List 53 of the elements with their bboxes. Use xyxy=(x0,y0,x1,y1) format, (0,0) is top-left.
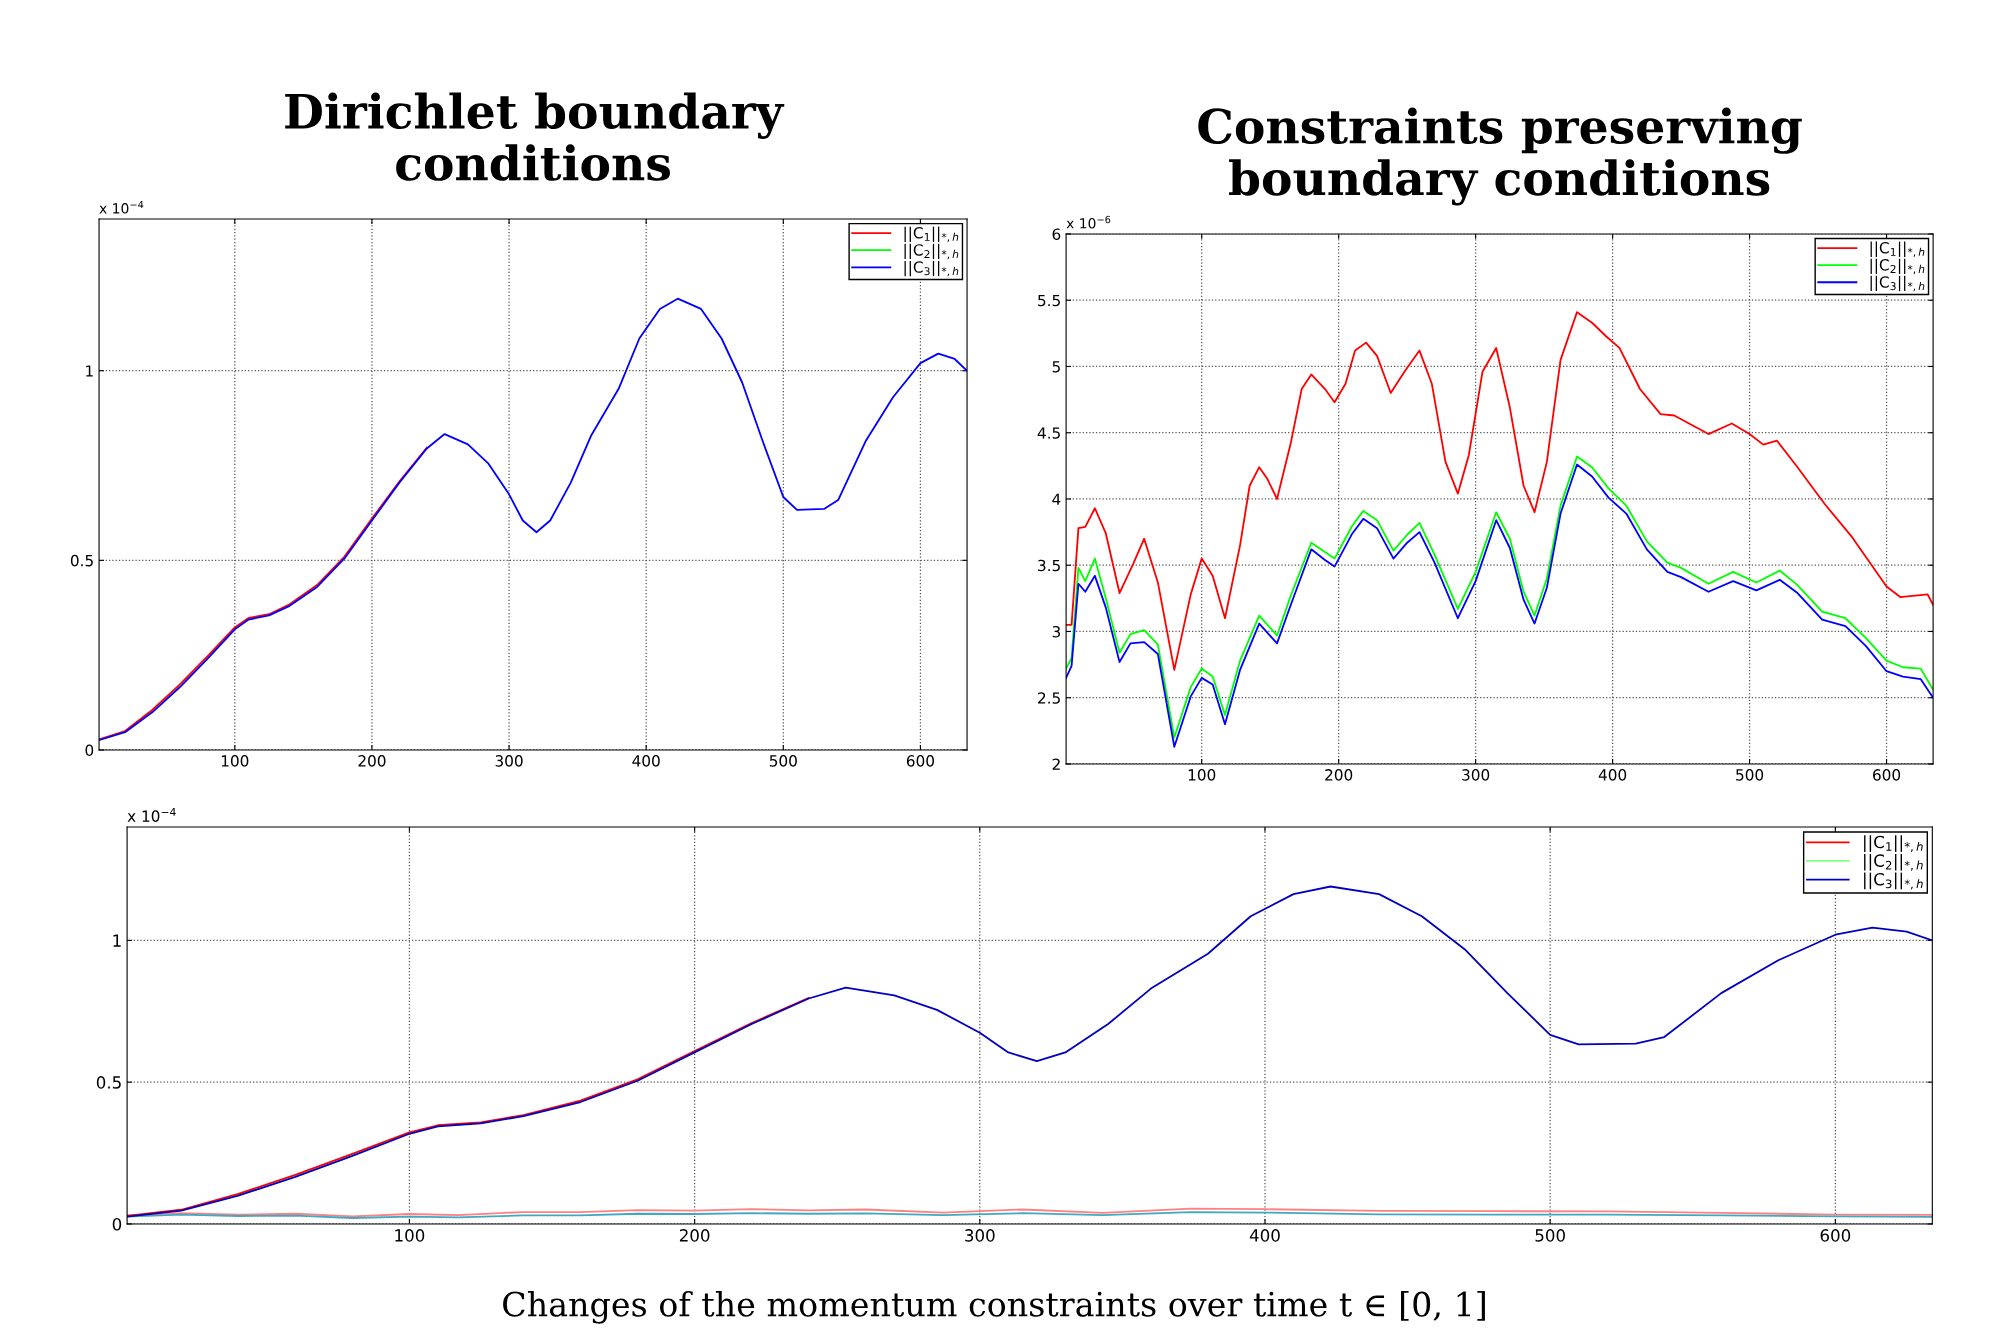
x-tick-label: 100 xyxy=(395,1229,425,1242)
legend-label: ||C$_{1}$||$_{*,h}$ xyxy=(1864,835,1923,853)
x-tick-label: 600 xyxy=(1873,769,1901,781)
legend-label: ||C$_{2}$||$_{*,h}$ xyxy=(904,243,959,260)
text: Changes of the momentum constraints over time t ∈ [0, 1] xyxy=(503,1290,1485,1324)
y-tick-label: 0 xyxy=(85,744,94,756)
x-tick-label: 400 xyxy=(1249,1229,1280,1242)
text: x 10$^{−4}$ xyxy=(127,808,176,822)
legend-label: ||C$_{2}$||$_{*,h}$ xyxy=(1864,853,1923,871)
y-tick-label: 0 xyxy=(112,1217,122,1231)
x-tick-label: 300 xyxy=(965,1229,995,1242)
y-tick-label: 5 xyxy=(1052,361,1060,373)
x-tick-label: 200 xyxy=(1325,769,1353,781)
legend-label: ||C$_{2}$||$_{*,h}$ xyxy=(1870,258,1925,275)
y-tick-label: 4 xyxy=(1052,493,1061,505)
x-tick-label: 600 xyxy=(1820,1229,1851,1242)
x-tick-label: 300 xyxy=(1462,769,1490,781)
y-tick-label: 0.5 xyxy=(96,1076,121,1089)
legend-label: ||C$_{1}$||$_{*,h}$ xyxy=(1870,241,1925,258)
x-tick-label: 400 xyxy=(632,755,660,767)
y-tick-label: 4.5 xyxy=(1037,427,1060,439)
text: x 10$^{−4}$ xyxy=(99,201,144,214)
y-tick-label: 0.5 xyxy=(70,554,93,567)
line-series xyxy=(1066,311,1934,671)
x-tick-label: 500 xyxy=(1736,769,1764,781)
x-tick-label: 100 xyxy=(221,755,249,767)
legend-label: ||C$_{3}$||$_{*,h}$ xyxy=(1870,275,1925,292)
x-tick-label: 400 xyxy=(1598,769,1627,781)
legend-label: ||C$_{3}$||$_{*,h}$ xyxy=(1864,872,1923,890)
line-series xyxy=(99,446,428,741)
x-tick-label: 300 xyxy=(495,755,523,767)
y-tick-label: 5.5 xyxy=(1038,294,1060,307)
legend-label: ||C$_{3}$||$_{*,h}$ xyxy=(904,260,959,277)
y-tick-label: 1 xyxy=(113,934,121,947)
chart-title: Constraints preserving boundary conditions xyxy=(1198,107,1802,206)
y-tick-label: 6 xyxy=(1052,228,1061,241)
x-tick-label: 600 xyxy=(906,755,934,767)
x-tick-label: 200 xyxy=(679,1229,710,1242)
y-tick-label: 3 xyxy=(1052,625,1061,638)
y-tick-label: 2 xyxy=(1052,758,1060,770)
chart-title: Dirichlet boundary conditions xyxy=(285,92,785,181)
text: x 10$^{−6}$ xyxy=(1066,215,1111,229)
x-tick-label: 500 xyxy=(1535,1229,1565,1242)
legend-label: ||C$_{1}$||$_{*,h}$ xyxy=(904,226,959,243)
line-series xyxy=(127,1207,1933,1218)
x-tick-label: 200 xyxy=(358,755,386,767)
line-series xyxy=(127,997,810,1217)
y-tick-label: 3.5 xyxy=(1038,559,1060,572)
x-tick-label: 100 xyxy=(1188,769,1216,781)
line-series xyxy=(99,297,968,742)
y-tick-label: 2.5 xyxy=(1038,692,1060,704)
y-tick-label: 1 xyxy=(86,365,93,377)
x-tick-label: 500 xyxy=(769,755,797,767)
